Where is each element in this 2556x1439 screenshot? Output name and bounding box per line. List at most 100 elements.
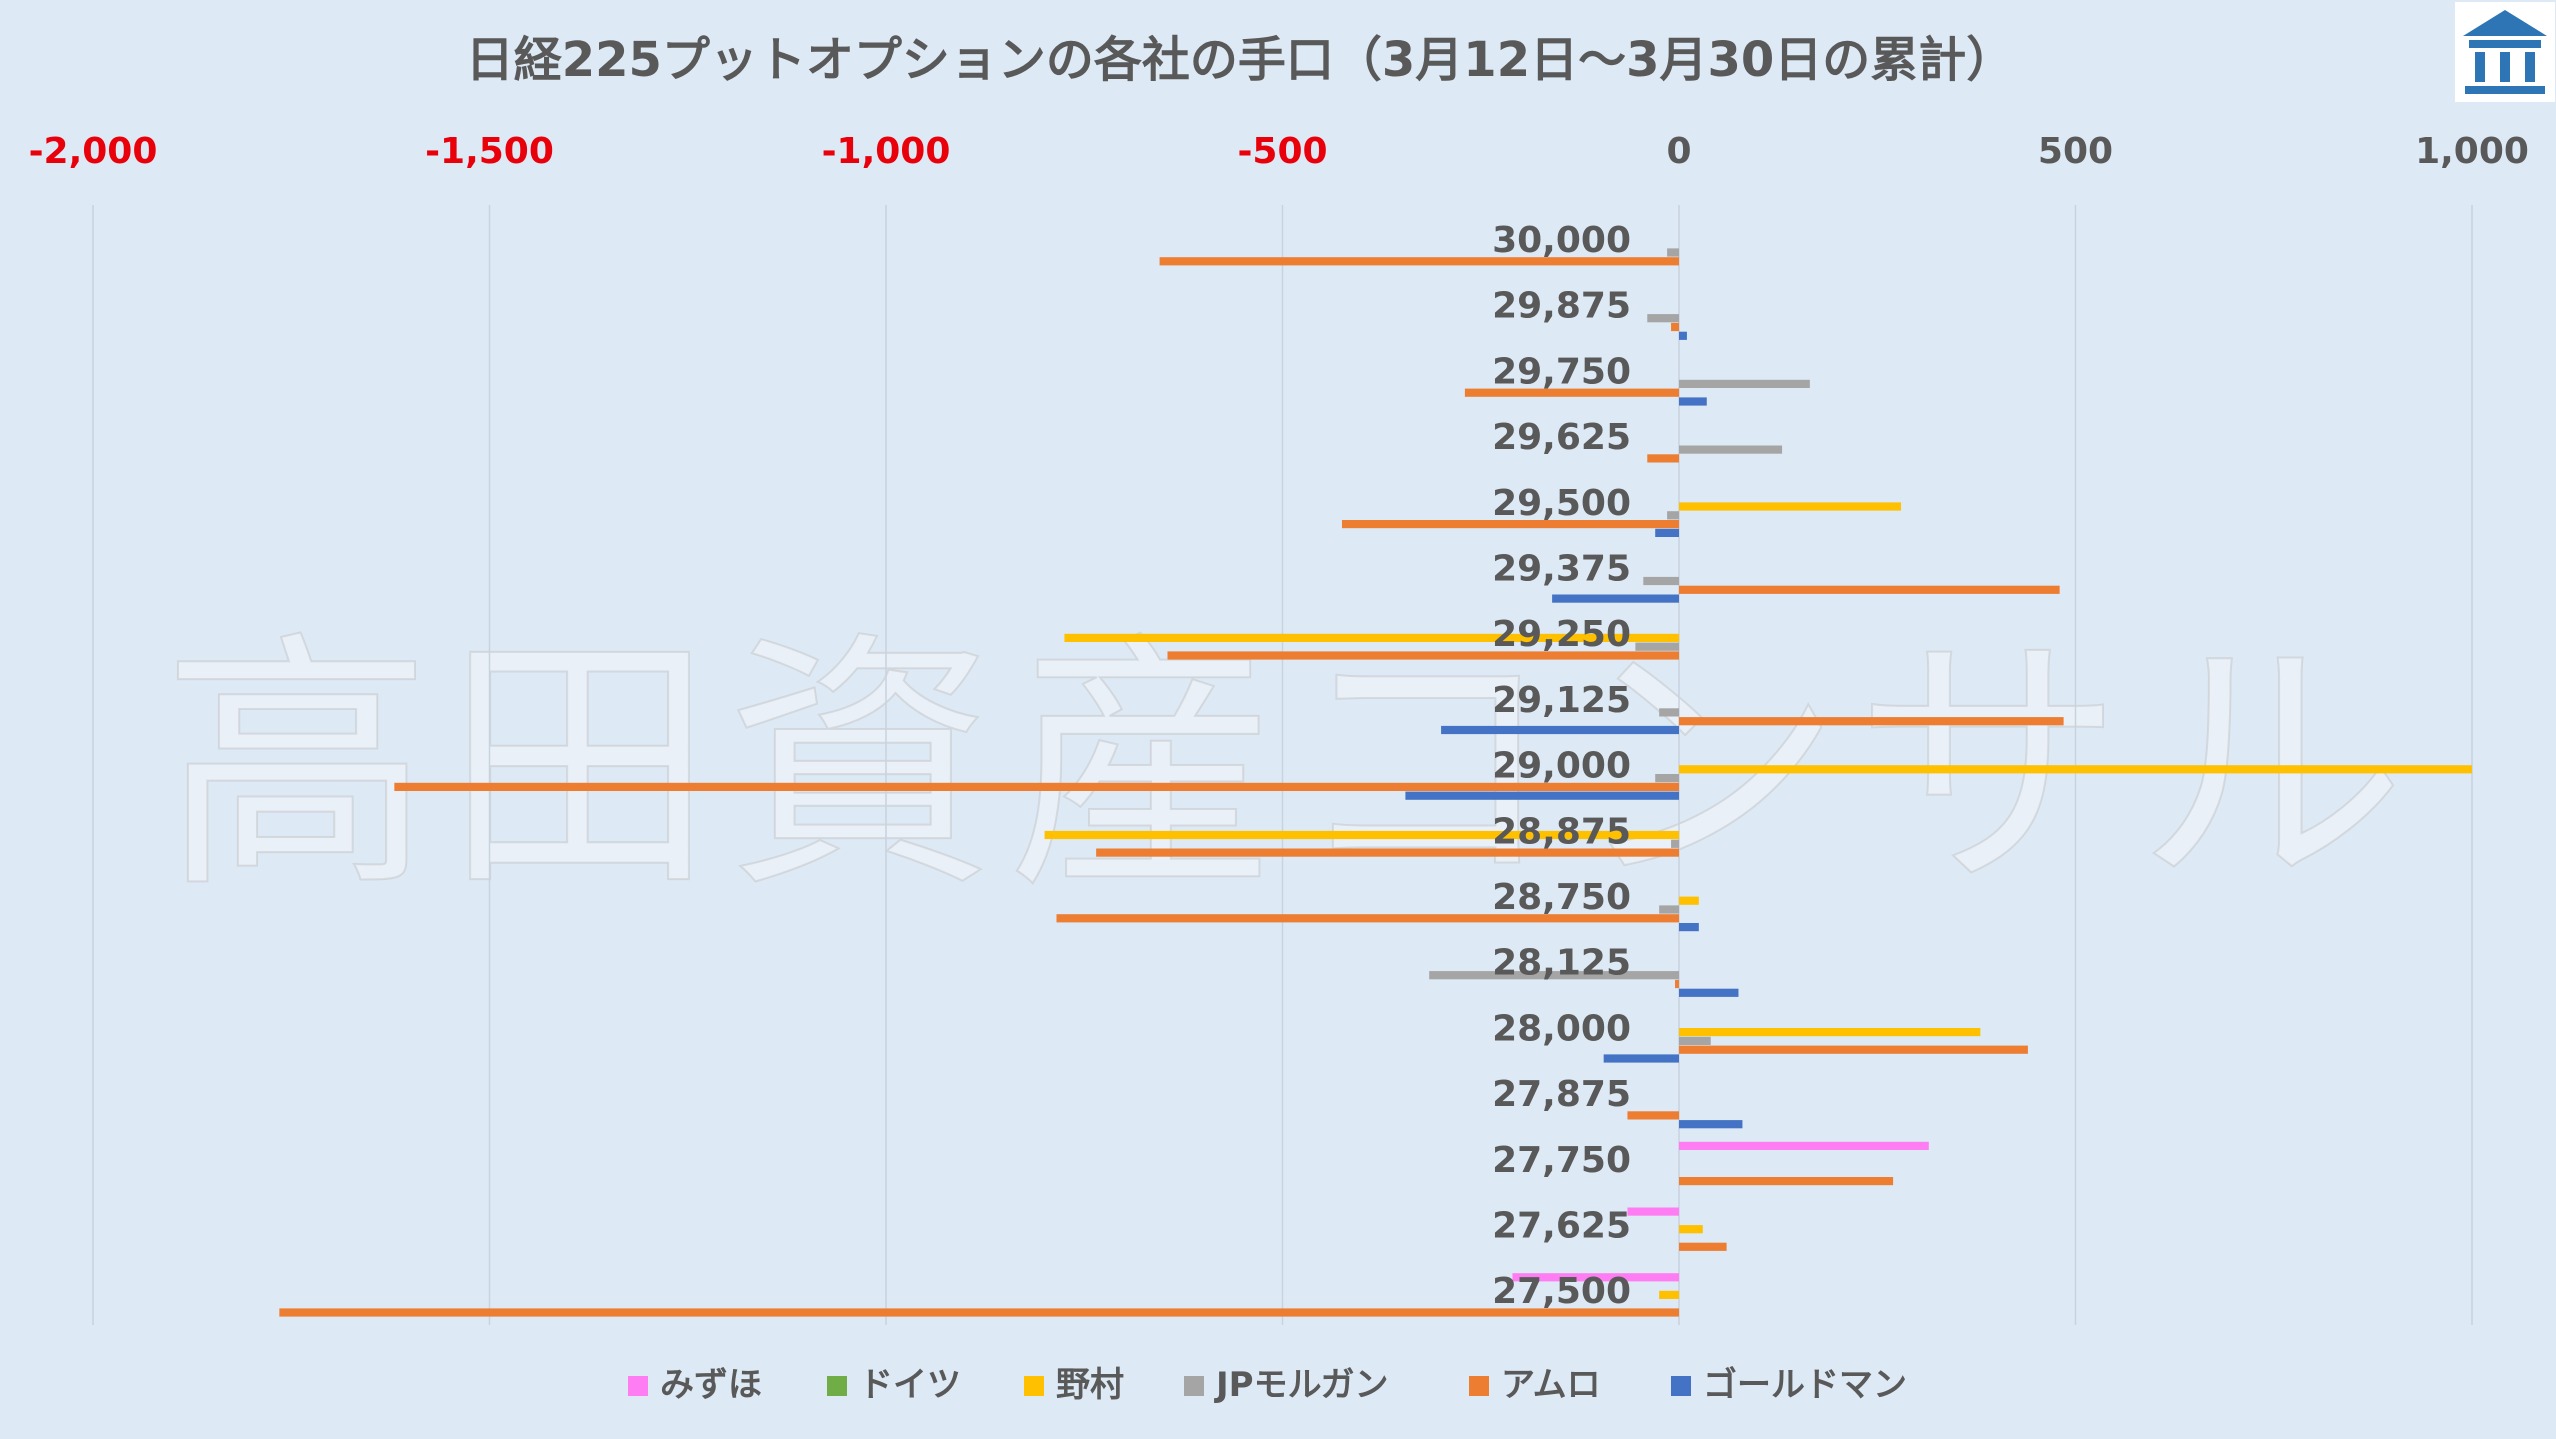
legend-item: 野村 — [1024, 1365, 1124, 1405]
legend-swatch — [827, 1376, 847, 1396]
bar — [1679, 1242, 1727, 1251]
category-label: 28,125 — [1492, 943, 1631, 984]
logo — [2455, 2, 2555, 102]
bar — [1643, 576, 1679, 586]
category-label: 28,750 — [1492, 877, 1631, 918]
chart-title: 日経225プットオプションの各社の手口（3月12日～3月30日の累計） — [466, 32, 2015, 88]
legend-label: ゴールドマン — [1703, 1365, 1907, 1405]
category-label: 27,625 — [1492, 1206, 1631, 1247]
legend-item: アムロ — [1469, 1365, 1601, 1405]
category-label: 29,000 — [1492, 746, 1631, 787]
bar — [1627, 1207, 1679, 1216]
legend-item: ドイツ — [827, 1365, 961, 1405]
category-label: 27,875 — [1492, 1074, 1631, 1115]
bar — [1064, 633, 1679, 642]
x-axis-ticks: -2,000 -1,500 -1,000 -500 0 500 1,000 — [29, 131, 2529, 172]
bar — [1552, 594, 1679, 603]
bar — [1655, 528, 1679, 537]
bar — [1679, 397, 1707, 406]
bar — [1671, 839, 1679, 848]
bar — [1647, 314, 1679, 323]
category-label: 29,375 — [1492, 549, 1631, 590]
bar — [1096, 848, 1679, 857]
category-label: 28,000 — [1492, 1008, 1631, 1049]
legend-label: JPモルガン — [1214, 1365, 1389, 1405]
bar — [1679, 923, 1699, 932]
bar — [1429, 971, 1679, 980]
bar — [1679, 1028, 1981, 1037]
x-tick-label: -2,000 — [29, 131, 158, 172]
bar — [1679, 1177, 1894, 1186]
category-label: 30,000 — [1492, 220, 1631, 261]
legend-swatch — [628, 1376, 648, 1396]
legend-swatch — [1024, 1376, 1044, 1396]
bar — [1603, 1054, 1679, 1063]
bar — [1341, 520, 1679, 529]
legend-swatch — [1469, 1376, 1489, 1396]
bar — [1679, 896, 1699, 905]
bar — [1679, 1045, 2028, 1054]
bar — [1044, 830, 1679, 840]
legend-swatch — [1671, 1376, 1691, 1396]
bar — [1679, 1036, 1711, 1045]
bar — [1679, 502, 1902, 511]
bar — [1659, 708, 1679, 717]
legend-label: アムロ — [1501, 1365, 1601, 1405]
legend-label: 野村 — [1056, 1365, 1124, 1405]
bar — [1679, 988, 1739, 997]
bar — [1679, 331, 1687, 340]
category-label: 29,250 — [1492, 614, 1631, 655]
bar — [1679, 1141, 1929, 1150]
bar — [1441, 725, 1679, 735]
bar — [1679, 1120, 1743, 1129]
x-tick-label: 1,000 — [2415, 131, 2529, 172]
category-labels: 30,000 29,875 29,750 29,625 29,500 29,375 29,2… — [1492, 220, 1631, 1312]
bar — [1679, 765, 2472, 774]
x-tick-label: -500 — [1237, 131, 1327, 172]
bar — [1679, 445, 1783, 454]
bar — [1512, 1273, 1679, 1282]
legend-item: JPモルガン — [1184, 1365, 1389, 1405]
bar — [1056, 914, 1679, 923]
x-tick-label: 500 — [2038, 131, 2113, 172]
bar — [1659, 1290, 1679, 1299]
bar — [1655, 774, 1679, 783]
x-tick-label: -1,000 — [822, 131, 951, 172]
legend-label: みずほ — [660, 1365, 762, 1405]
building-logo-icon — [2463, 10, 2547, 94]
category-label: 29,750 — [1492, 351, 1631, 392]
bar — [1671, 322, 1679, 332]
category-label: 27,750 — [1492, 1140, 1631, 1181]
bar — [1675, 979, 1679, 989]
bar — [1659, 905, 1679, 914]
x-tick-label: 0 — [1666, 131, 1691, 172]
bar — [1167, 651, 1679, 660]
legend-swatch — [1184, 1376, 1204, 1396]
bar — [1667, 511, 1679, 520]
x-tick-label: -1,500 — [425, 131, 554, 172]
legend-item: ゴールドマン — [1671, 1365, 1907, 1405]
bars — [279, 248, 2472, 1317]
category-label: 28,875 — [1492, 811, 1631, 852]
bar — [1405, 791, 1679, 800]
category-label: 29,625 — [1492, 417, 1631, 458]
bar — [1679, 717, 2064, 726]
bar — [1679, 379, 1810, 388]
bar — [1679, 1225, 1703, 1234]
category-label: 29,875 — [1492, 286, 1631, 327]
bar — [1464, 388, 1679, 397]
legend: みずほ ドイツ 野村 JPモルガン アムロ ゴールドマン — [628, 1365, 1907, 1405]
bar — [279, 1308, 1680, 1317]
bar — [1635, 642, 1679, 651]
bar — [1679, 585, 2060, 594]
category-label: 27,500 — [1492, 1271, 1631, 1312]
bar — [1159, 257, 1679, 266]
bar — [1627, 1111, 1679, 1120]
legend-label: ドイツ — [859, 1365, 961, 1405]
category-label: 29,500 — [1492, 483, 1631, 524]
bar — [1667, 248, 1679, 257]
bar — [394, 782, 1680, 791]
category-label: 29,125 — [1492, 680, 1631, 721]
